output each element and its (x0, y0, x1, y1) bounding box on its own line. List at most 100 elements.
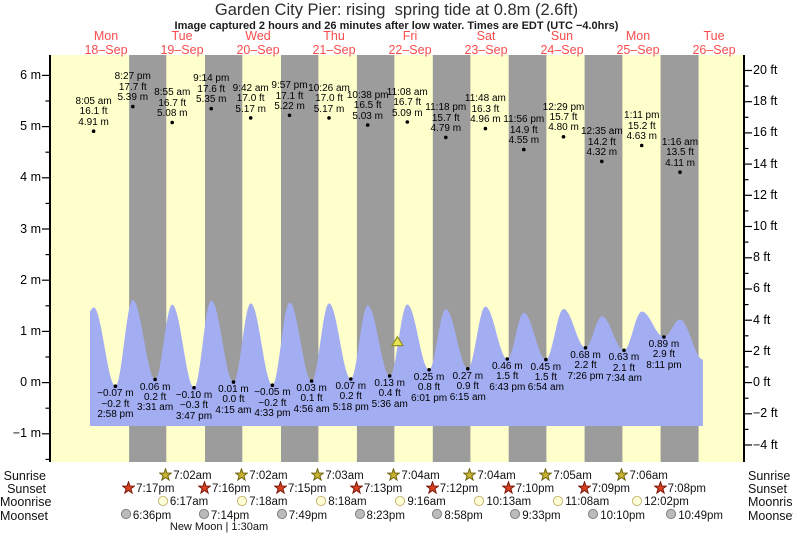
high-tide-dot (600, 159, 604, 164)
tide-time: 8:05 am (75, 96, 112, 107)
tide-time: 11:56 pm (503, 114, 545, 126)
day-label: Fri 22–Sep (388, 29, 432, 57)
tide-time: 10:38 pm (346, 89, 389, 101)
tide-height-ft: 17.0 ft (315, 93, 343, 105)
sunrise-time: 7:06am (629, 470, 668, 482)
day-name: Tue (171, 29, 193, 43)
sunset-event: 7:13pm (349, 479, 403, 496)
tide-time: 8:11 pm (646, 359, 682, 371)
sunset-time: 7:12pm (439, 483, 479, 495)
sunset-icon (652, 479, 668, 498)
low-tide-annotation: 0.13 m 0.4 ft 5:36 am (371, 377, 408, 410)
day-name: Sun (550, 29, 574, 43)
sunset-row-label-left: Sunset (7, 482, 46, 496)
moonrise-time: 11:08am (565, 496, 610, 508)
high-tide-annotation: 11:08 am 16.7 ft 5.09 m (387, 87, 428, 119)
low-tide-annotation: 0.01 m 0.0 ft 4:15 am (215, 384, 251, 416)
day-name: Wed (245, 29, 271, 43)
sunrise-time: 7:02am (249, 470, 288, 482)
tide-height-ft: 0.4 ft (378, 388, 401, 400)
tide-height-ft: 1.5 ft (534, 371, 557, 383)
tide-height-m: 0.13 m (374, 377, 406, 389)
right-axis-tick-label: 18 ft (753, 94, 778, 109)
sunrise-row-label-right: Sunrise (748, 469, 791, 483)
tide-time: 11:18 pm (425, 102, 467, 114)
tide-height-m: 4.11 m (665, 157, 695, 169)
high-tide-annotation: 10:38 pm 16.5 ft 5.03 m (346, 89, 389, 122)
sunset-event: 7:08pm (652, 479, 706, 498)
moonset-event: 7:14pm (198, 508, 249, 523)
tide-time: 6:54 am (527, 382, 564, 394)
tide-time: 12:29 pm (542, 101, 585, 113)
moonrise-event: 11:08am (552, 495, 609, 509)
tide-time: 1:11 pm (624, 110, 660, 122)
day-label: Mon 25–Sep (616, 29, 659, 57)
tide-time: 8:55 am (154, 87, 191, 99)
tide-height-ft: 15.2 ft (627, 120, 656, 132)
sunset-event: 7:12pm (424, 479, 479, 496)
right-axis-tick-label: 10 ft (753, 219, 778, 234)
moonset-icon (587, 508, 600, 523)
tide-time: 5:36 am (371, 398, 408, 410)
moonset-event: 9:33pm (509, 508, 561, 523)
tide-height-ft: 0.2 ft (339, 391, 362, 403)
day-date: 19–Sep (160, 42, 204, 57)
tide-height-ft: 17.0 ft (236, 93, 265, 105)
tide-height-m: 5.35 m (195, 94, 227, 106)
tide-height-m: 4.55 m (508, 135, 540, 147)
left-axis-tick-label: 3 m (20, 221, 41, 236)
moonrise-event: 12:02pm (631, 495, 689, 509)
day-label: Wed 20–Sep (236, 29, 280, 57)
tide-height-m: 4.63 m (626, 131, 658, 143)
low-tide-dot (113, 384, 118, 389)
right-axis-tick-label: 8 ft (753, 250, 771, 265)
moonset-event: 10:49pm (665, 508, 723, 523)
moonset-icon (276, 508, 289, 523)
day-date: 22–Sep (388, 42, 432, 57)
tide-height-m: 4.91 m (78, 116, 109, 128)
tide-height-m: 0.27 m (452, 370, 484, 382)
tide-time: 7:34 am (605, 373, 643, 385)
low-tide-dot (387, 374, 392, 378)
high-tide-annotation: 11:56 pm 14.9 ft 4.55 m (503, 114, 545, 147)
moonset-event: 10:10pm (587, 508, 645, 523)
day-date: 20–Sep (236, 42, 280, 57)
high-tide-annotation: 9:14 pm 17.6 ft 5.35 m (193, 74, 229, 106)
low-tide-annotation: 0.45 m 1.5 ft 6:54 am (527, 362, 564, 394)
sunrise-icon (310, 466, 326, 485)
high-tide-dot (209, 106, 213, 111)
day-name: Tue (703, 29, 725, 43)
sunset-time: 7:13pm (363, 483, 403, 495)
sunset-icon (197, 479, 212, 498)
tide-height-ft: 15.7 ft (549, 112, 578, 124)
tide-time: 4:56 am (293, 403, 330, 415)
high-tide-dot (131, 104, 135, 109)
sunrise-icon (158, 466, 174, 485)
low-tide-annotation: 0.07 m 0.2 ft 5:18 pm (333, 381, 369, 413)
high-tide-dot (287, 113, 292, 118)
day-name: Sat (476, 29, 496, 43)
tide-height-ft: −0.2 ft (258, 397, 287, 409)
sunset-icon (500, 479, 516, 498)
tide-height-ft: 14.9 ft (509, 124, 538, 136)
tide-time: 3:47 pm (175, 410, 213, 422)
moonrise-event: 6:17am (157, 495, 208, 509)
sunset-event: 7:16pm (197, 479, 250, 498)
sunset-time: 7:17pm (136, 483, 175, 495)
tide-height-ft: 16.3 ft (471, 103, 500, 115)
high-tide-dot (91, 129, 96, 133)
tide-time: 6:15 am (449, 391, 486, 403)
low-tide-dot (349, 377, 353, 381)
day-date: 21–Sep (312, 42, 356, 57)
tide-height-m: 0.06 m (139, 381, 171, 393)
sunrise-time: 7:04am (401, 470, 440, 482)
moonrise-time: 8:18am (328, 496, 367, 508)
day-name: Mon (93, 29, 119, 43)
moonrise-event: 10:13am (473, 495, 531, 509)
sunrise-icon (386, 466, 402, 485)
low-tide-dot (544, 357, 548, 362)
sunset-time: 7:15pm (287, 483, 327, 495)
high-tide-annotation: 1:16 am 13.5 ft 4.11 m (662, 137, 698, 169)
moonrise-icon (315, 495, 328, 510)
